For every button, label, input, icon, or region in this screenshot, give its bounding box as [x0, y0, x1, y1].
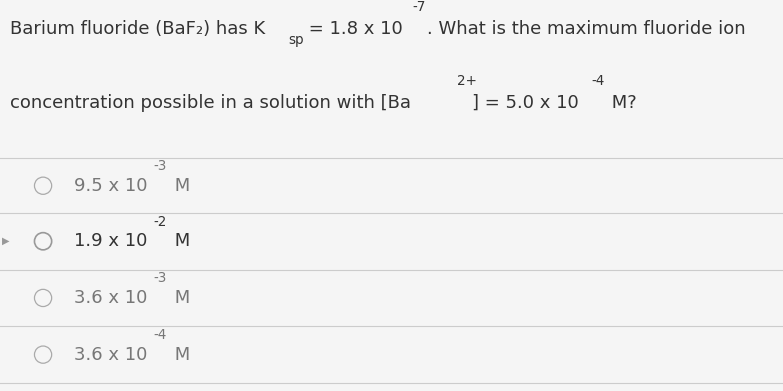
Text: = 1.8 x 10: = 1.8 x 10 [303, 20, 403, 38]
Text: -7: -7 [413, 0, 426, 14]
Text: 3.6 x 10: 3.6 x 10 [74, 346, 148, 364]
Text: 9.5 x 10: 9.5 x 10 [74, 177, 148, 195]
Text: sp: sp [288, 33, 304, 47]
Text: 1.9 x 10: 1.9 x 10 [74, 232, 148, 250]
Text: 3.6 x 10: 3.6 x 10 [74, 289, 148, 307]
Text: M: M [168, 232, 190, 250]
Text: -3: -3 [153, 159, 168, 173]
Text: ] = 5.0 x 10: ] = 5.0 x 10 [472, 94, 579, 112]
Text: 2+: 2+ [457, 74, 477, 88]
Text: M: M [168, 177, 190, 195]
Text: -3: -3 [153, 271, 168, 285]
Text: -4: -4 [591, 74, 604, 88]
Text: -2: -2 [153, 215, 168, 229]
Text: M: M [168, 346, 190, 364]
Text: M?: M? [606, 94, 637, 112]
Text: Barium fluoride (BaF₂) has K: Barium fluoride (BaF₂) has K [10, 20, 265, 38]
Text: M: M [168, 289, 190, 307]
Text: ▶: ▶ [2, 236, 10, 246]
Text: . What is the maximum fluoride ion: . What is the maximum fluoride ion [428, 20, 746, 38]
Text: -4: -4 [153, 328, 168, 342]
Text: concentration possible in a solution with [Ba: concentration possible in a solution wit… [10, 94, 411, 112]
